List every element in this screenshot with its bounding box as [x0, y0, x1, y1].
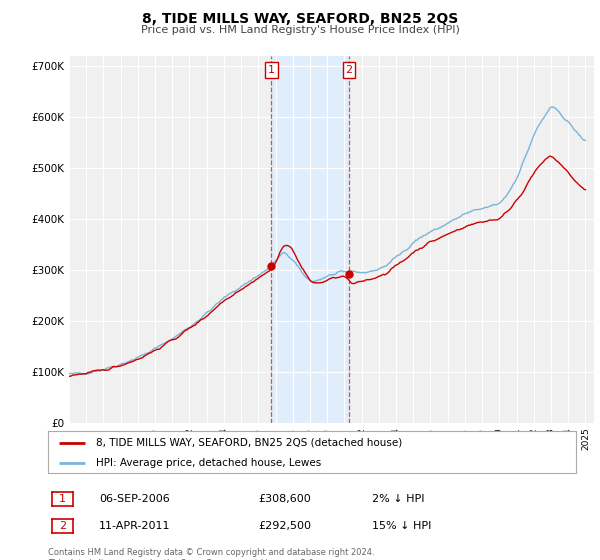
- Text: Price paid vs. HM Land Registry's House Price Index (HPI): Price paid vs. HM Land Registry's House …: [140, 25, 460, 35]
- Text: 2% ↓ HPI: 2% ↓ HPI: [372, 494, 425, 504]
- Bar: [271, 56, 349, 423]
- Text: £308,600: £308,600: [258, 494, 311, 504]
- Text: 06-SEP-2006: 06-SEP-2006: [99, 494, 170, 504]
- Text: 15% ↓ HPI: 15% ↓ HPI: [372, 521, 431, 531]
- Text: £292,500: £292,500: [258, 521, 311, 531]
- Text: 8, TIDE MILLS WAY, SEAFORD, BN25 2QS (detached house): 8, TIDE MILLS WAY, SEAFORD, BN25 2QS (de…: [95, 438, 402, 448]
- Text: 8, TIDE MILLS WAY, SEAFORD, BN25 2QS: 8, TIDE MILLS WAY, SEAFORD, BN25 2QS: [142, 12, 458, 26]
- Text: HPI: Average price, detached house, Lewes: HPI: Average price, detached house, Lewe…: [95, 458, 321, 468]
- Text: 1: 1: [268, 65, 275, 75]
- Text: 2: 2: [346, 65, 353, 75]
- Text: 1: 1: [59, 494, 66, 504]
- Text: 11-APR-2011: 11-APR-2011: [99, 521, 170, 531]
- Text: 2: 2: [59, 521, 66, 531]
- Text: Contains HM Land Registry data © Crown copyright and database right 2024.
This d: Contains HM Land Registry data © Crown c…: [48, 548, 374, 560]
